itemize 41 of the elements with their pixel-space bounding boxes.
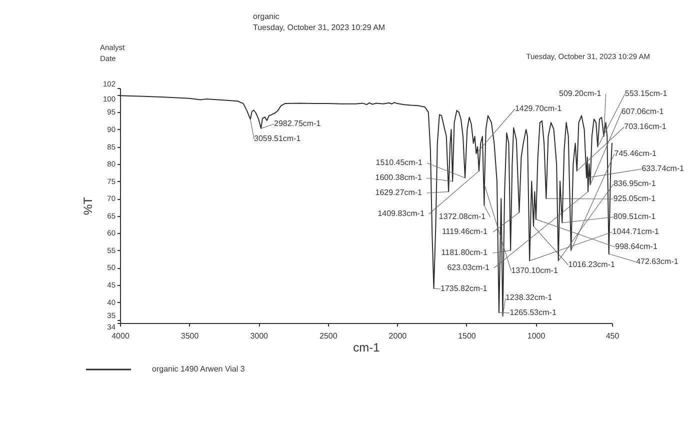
annotation: 633.74cm-1 [642, 164, 685, 173]
y-axis-title: %T [80, 196, 95, 215]
annotation: 1510.45cm-1 [376, 158, 423, 167]
annotation: 1238.32cm-1 [505, 293, 553, 302]
annotation: 553.15cm-1 [624, 89, 668, 98]
x-tick-label: 3000 [250, 332, 269, 340]
chart-subtitle: Tuesday, October 31, 2023 10:29 AM [253, 23, 386, 32]
annotation: 3059.51cm-1 [254, 134, 302, 143]
x-tick-label: 1500 [458, 332, 476, 340]
annotation: 1409.83cm-1 [378, 209, 425, 218]
annotation: 836.95cm-1 [614, 179, 656, 188]
x-tick-label: 4000 [112, 332, 130, 340]
annotation: 925.05cm-1 [613, 194, 656, 203]
annotation: 1181.80cm-1 [441, 248, 488, 257]
x-tick-label: 3500 [180, 332, 200, 340]
text: organic 1490 Arwen Vial 3 [152, 364, 246, 374]
annotation: 745.46cm-1 [614, 149, 658, 158]
annotation: 1372.08cm-1 [438, 212, 486, 221]
annotation: 703.16cm-1 [624, 122, 667, 131]
annotation: 1044.71cm-1 [612, 227, 660, 236]
annotation: 1600.38cm-1 [375, 173, 423, 182]
annotation: 998.64cm-1 [615, 242, 658, 251]
annotation: 1629.27cm-1 [375, 188, 423, 197]
chart-title: organic [253, 12, 280, 21]
annotation: 809.51cm-1 [613, 212, 656, 221]
annotation: 472.63cm-1 [636, 257, 679, 266]
annotation: 2982.75cm-1 [274, 119, 322, 128]
annotation: 607.06cm-1 [621, 107, 664, 116]
x-tick-label: 1000 [527, 332, 546, 340]
annotation: 1735.82cm-1 [440, 284, 488, 293]
x-axis-title: cm-1 [353, 340, 380, 354]
annotation: 1265.53cm-1 [510, 308, 557, 317]
x-tick-label: 2000 [388, 332, 408, 340]
annotation: 1016.23cm-1 [568, 260, 616, 269]
annotation: 1429.70cm-1 [514, 104, 562, 113]
x-tick-label: 450 [606, 332, 620, 340]
annotation: 623.03cm-1 [447, 263, 490, 272]
x-tick-label: 2500 [319, 332, 338, 340]
annotation: 1370.10cm-1 [511, 266, 558, 275]
annotation: 509.20cm-1 [558, 89, 602, 98]
annotation: 1119.46cm-1 [442, 227, 488, 236]
